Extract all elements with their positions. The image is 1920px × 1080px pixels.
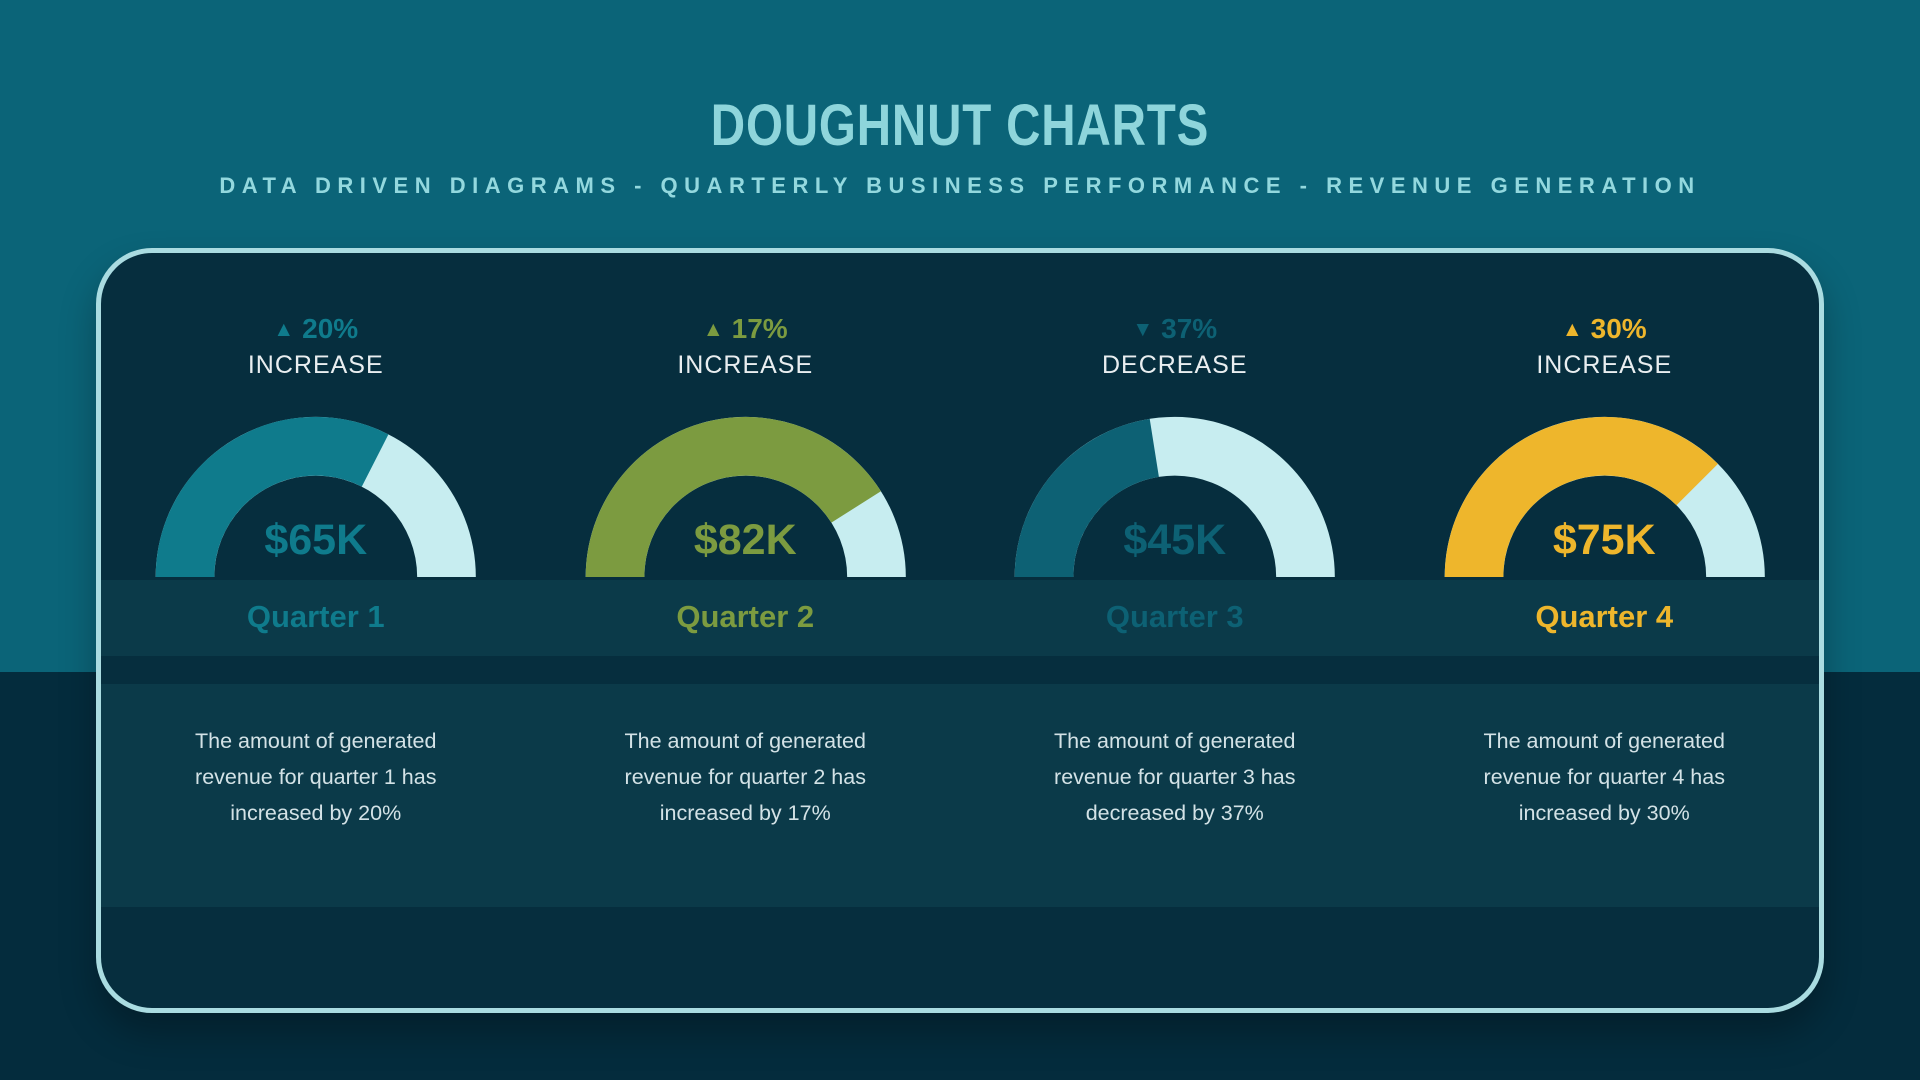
doughnut-gauge-chart [155,416,476,577]
quarter-chart-column: ▲ 20% INCREASE $65K Quarter 1 The amount … [101,253,531,1008]
quarter-chart-column: ▲ 30% INCREASE $75K Quarter 4 The amount … [1390,253,1820,1008]
charts-row: ▲ 20% INCREASE $65K Quarter 1 The amount … [101,253,1819,1008]
gauge-value-arc [155,416,389,577]
change-percent-label: 37% [1161,313,1218,344]
quarter-description: The amount of generated revenue for quar… [195,729,437,825]
trend-arrow-icon: ▲ [1561,318,1583,341]
change-stat: ▼ 37% [960,313,1390,345]
change-percent-label: 30% [1590,313,1647,344]
revenue-value-label: $45K [1123,516,1227,564]
trend-arrow-icon: ▲ [273,318,295,341]
quarter-description: The amount of generated revenue for quar… [1483,729,1725,825]
revenue-value-label: $75K [1552,516,1656,564]
quarter-description: The amount of generated revenue for quar… [624,729,866,825]
trend-direction-label: INCREASE [1536,351,1673,379]
page-title: DOUGHNUT CHARTS [710,93,1210,158]
revenue-value-label: $82K [693,516,797,564]
doughnut-gauge-chart [1014,416,1335,577]
charts-card: ▲ 20% INCREASE $65K Quarter 1 The amount … [96,248,1824,1013]
gauge-value-arc [1444,416,1718,577]
trend-arrow-icon: ▼ [1132,318,1154,341]
quarter-label: Quarter 3 [1105,599,1244,634]
gauge-value-arc [585,416,881,577]
trend-direction-label: INCREASE [247,351,384,379]
doughnut-gauge-chart [1444,416,1765,577]
quarter-chart-column: ▲ 17% INCREASE $82K Quarter 2 The amount … [531,253,961,1008]
trend-arrow-icon: ▲ [702,318,724,341]
page-subtitle: DATA DRIVEN DIAGRAMS - QUARTERLY BUSINES… [219,172,1701,198]
gauge-value-arc [1014,418,1160,577]
quarter-chart-column: ▼ 37% DECREASE $45K Quarter 3 The amount … [960,253,1390,1008]
quarter-label: Quarter 2 [676,599,815,634]
doughnut-gauge-chart [585,416,906,577]
change-stat: ▲ 30% [1390,313,1820,345]
quarter-description: The amount of generated revenue for quar… [1054,729,1296,825]
description-band [101,684,1819,907]
change-percent-label: 20% [302,313,359,344]
change-stat: ▲ 20% [101,313,531,345]
quarter-label: Quarter 1 [246,599,385,634]
quarter-label-band [101,580,1819,656]
change-stat: ▲ 17% [531,313,961,345]
revenue-value-label: $65K [264,516,368,564]
trend-direction-label: INCREASE [677,351,814,379]
change-percent-label: 17% [731,313,788,344]
quarter-label: Quarter 4 [1535,599,1674,634]
page-header: DOUGHNUT CHARTS DATA DRIVEN DIAGRAMS - Q… [0,0,1920,199]
trend-direction-label: DECREASE [1101,351,1248,379]
